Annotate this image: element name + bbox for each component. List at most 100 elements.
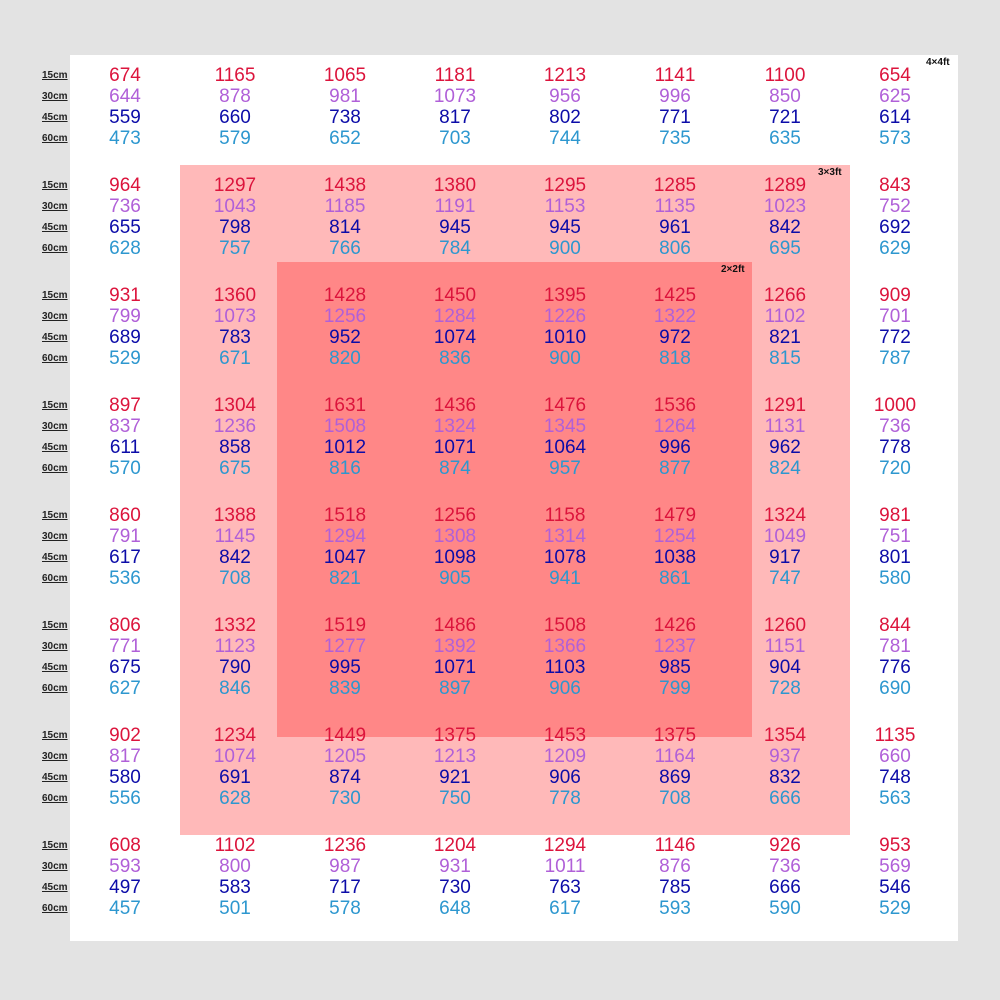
value-60cm: 820 [329,348,361,369]
value-30cm: 1314 [543,526,587,547]
value-45cm: 904 [769,657,801,678]
value-30cm: 736 [879,416,911,437]
value-30cm: 1308 [433,526,477,547]
value-15cm: 1135 [874,725,916,746]
value-15cm: 1213 [543,65,587,86]
value-15cm: 1297 [213,175,257,196]
grid-cell: 1294 1011 763 617 [510,829,620,925]
value-45cm: 945 [549,217,581,238]
value-60cm: 941 [549,568,581,589]
depth-label: 45cm [42,112,68,123]
value-45cm: 1074 [433,327,477,348]
value-60cm: 695 [769,238,801,259]
value-60cm: 787 [879,348,911,369]
value-45cm: 730 [439,877,471,898]
value-60cm: 766 [329,238,361,259]
value-45cm: 771 [659,107,691,128]
value-15cm: 654 [879,65,911,86]
value-15cm: 897 [109,395,141,416]
value-60cm: 818 [659,348,691,369]
value-15cm: 1518 [323,505,367,526]
depth-label: 15cm [42,730,68,741]
value-60cm: 648 [439,898,471,919]
depth-label: 60cm [42,793,68,804]
value-30cm: 817 [109,746,141,767]
value-45cm: 1047 [323,547,367,568]
value-60cm: 629 [879,238,911,259]
value-30cm: 1508 [323,416,367,437]
value-15cm: 1449 [323,725,367,746]
grid-cell: 964 736 655 628 [70,169,180,265]
grid-cell: 1360 1073 783 671 [180,279,290,375]
depth-label: 45cm [42,332,68,343]
value-30cm: 987 [329,856,361,877]
value-30cm: 1049 [763,526,807,547]
value-45cm: 985 [659,657,691,678]
value-15cm: 674 [109,65,141,86]
depth-label: 30cm [42,311,68,322]
value-30cm: 1205 [323,746,367,767]
value-30cm: 569 [879,856,911,877]
value-30cm: 1164 [654,746,696,767]
value-15cm: 1375 [433,725,477,746]
grid-cell: 1428 1256 952 820 [290,279,400,375]
value-60cm: 627 [109,678,141,699]
value-45cm: 691 [219,767,251,788]
value-60cm: 570 [109,458,141,479]
value-45cm: 675 [109,657,141,678]
value-60cm: 799 [659,678,691,699]
grid-cell: 1324 1049 917 747 [730,499,840,595]
depth-label: 60cm [42,133,68,144]
value-15cm: 1065 [323,65,367,86]
value-45cm: 583 [219,877,251,898]
value-60cm: 784 [439,238,471,259]
value-15cm: 1380 [433,175,477,196]
grid-cell: 1236 987 717 578 [290,829,400,925]
value-30cm: 931 [439,856,471,877]
value-15cm: 1486 [433,615,477,636]
value-45cm: 763 [549,877,581,898]
value-30cm: 593 [109,856,141,877]
grid-cell: 1436 1324 1071 874 [400,389,510,485]
grid-cell: 806 771 675 627 [70,609,180,705]
value-15cm: 608 [109,835,141,856]
zone-2x2-label: 2×2ft [721,264,745,275]
value-15cm: 1332 [213,615,257,636]
value-45cm: 869 [659,767,691,788]
value-45cm: 952 [329,327,361,348]
depth-label: 60cm [42,353,68,364]
grid-cell: 1291 1131 962 824 [730,389,840,485]
value-15cm: 1395 [543,285,587,306]
grid-cell: 1146 876 785 593 [620,829,730,925]
value-15cm: 953 [879,835,911,856]
value-60cm: 720 [879,458,911,479]
grid-cell: 1508 1366 1103 906 [510,609,620,705]
value-60cm: 635 [769,128,801,149]
grid-cell: 1332 1123 790 846 [180,609,290,705]
value-60cm: 900 [549,238,581,259]
grid-cell: 1141 996 771 735 [620,59,730,155]
depth-label: 15cm [42,620,68,631]
value-45cm: 821 [769,327,801,348]
value-45cm: 961 [659,217,691,238]
value-15cm: 1304 [213,395,257,416]
value-45cm: 814 [329,217,361,238]
value-60cm: 628 [219,788,251,809]
value-30cm: 1145 [214,526,256,547]
value-15cm: 1289 [763,175,807,196]
grid-cell: 1100 850 721 635 [730,59,840,155]
value-45cm: 717 [329,877,361,898]
value-30cm: 996 [659,86,691,107]
value-30cm: 1254 [653,526,697,547]
zone-4x4-label: 4×4ft [926,57,950,68]
value-45cm: 874 [329,767,361,788]
grid-cell: 1476 1345 1064 957 [510,389,620,485]
value-60cm: 778 [549,788,581,809]
value-60cm: 747 [769,568,801,589]
grid-cell: 909 701 772 787 [840,279,950,375]
grid-cell: 1450 1284 1074 836 [400,279,510,375]
value-30cm: 878 [219,86,251,107]
value-60cm: 573 [879,128,911,149]
value-60cm: 578 [329,898,361,919]
value-45cm: 778 [879,437,911,458]
